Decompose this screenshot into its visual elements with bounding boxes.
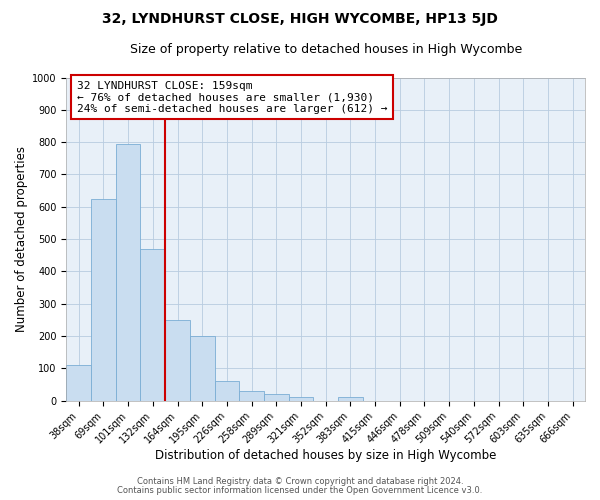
Text: Contains public sector information licensed under the Open Government Licence v3: Contains public sector information licen… <box>118 486 482 495</box>
Text: Contains HM Land Registry data © Crown copyright and database right 2024.: Contains HM Land Registry data © Crown c… <box>137 477 463 486</box>
Bar <box>190 336 215 400</box>
Bar <box>215 380 239 400</box>
Bar <box>165 320 190 400</box>
Bar <box>239 391 264 400</box>
Bar <box>91 198 116 400</box>
Text: 32 LYNDHURST CLOSE: 159sqm
← 76% of detached houses are smaller (1,930)
24% of s: 32 LYNDHURST CLOSE: 159sqm ← 76% of deta… <box>77 80 387 114</box>
Bar <box>289 398 313 400</box>
Bar <box>264 394 289 400</box>
Bar <box>338 398 363 400</box>
Text: 32, LYNDHURST CLOSE, HIGH WYCOMBE, HP13 5JD: 32, LYNDHURST CLOSE, HIGH WYCOMBE, HP13 … <box>102 12 498 26</box>
Y-axis label: Number of detached properties: Number of detached properties <box>15 146 28 332</box>
Bar <box>116 144 140 400</box>
Bar <box>140 248 165 400</box>
X-axis label: Distribution of detached houses by size in High Wycombe: Distribution of detached houses by size … <box>155 450 496 462</box>
Title: Size of property relative to detached houses in High Wycombe: Size of property relative to detached ho… <box>130 42 522 56</box>
Bar <box>67 365 91 400</box>
